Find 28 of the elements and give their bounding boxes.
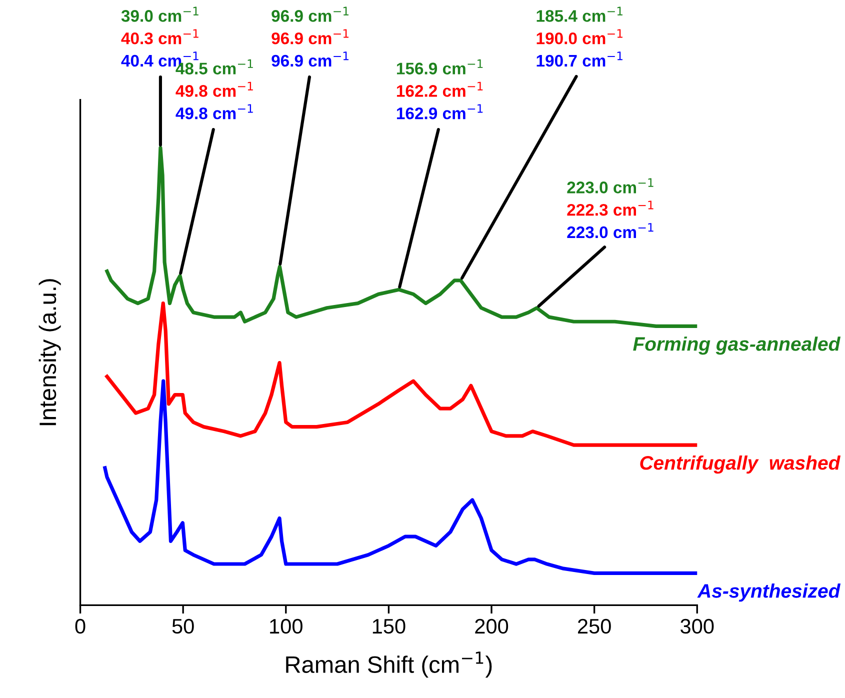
annotation: 223.0 cm$^{−1}$ — [567, 178, 654, 194]
text: 185.4 cm$^{−1}$ — [536, 6, 622, 22]
annotation: 222.3 cm$^{−1}$ — [567, 200, 654, 216]
text: 49.8 cm$^{−1}$ — [176, 82, 253, 97]
x-tick-label: 50 — [172, 618, 194, 634]
annotation: 223.0 cm$^{−1}$ — [567, 223, 654, 238]
series-label: As-synthesized — [697, 584, 841, 602]
annotation: 49.8 cm$^{−1}$ — [176, 104, 253, 120]
series-label: Forming gas-annealed — [633, 336, 841, 355]
x-tick-label: 100 — [270, 618, 302, 634]
x-axis-title: Raman Shift (cm$^{−1}$) — [286, 652, 492, 678]
text: 162.2 cm$^{−1}$ — [396, 82, 483, 97]
annotation: 96.9 cm$^{−1}$ — [272, 52, 349, 67]
text: 96.9 cm$^{−1}$ — [272, 6, 349, 22]
x-tick-label: 250 — [578, 618, 611, 634]
text: 96.9 cm$^{−1}$ — [272, 29, 349, 44]
x-tick-label: 0 — [75, 618, 86, 634]
x-tick-label: 200 — [475, 618, 508, 634]
annotation: 190.7 cm$^{−1}$ — [536, 52, 622, 67]
x-tick-label: 300 — [680, 618, 714, 634]
text: 190.0 cm$^{−1}$ — [536, 29, 622, 44]
text: 156.9 cm$^{−1}$ — [396, 59, 483, 74]
text: 40.3 cm$^{−1}$ — [121, 29, 198, 44]
text: 39.0 cm$^{−1}$ — [121, 6, 198, 22]
annotation: 162.9 cm$^{−1}$ — [396, 104, 483, 120]
series-label: Centrifugally washed — [640, 455, 841, 474]
x-tick-label: 150 — [372, 618, 406, 634]
y-axis-title: Intensity (a.u.) — [38, 279, 61, 426]
